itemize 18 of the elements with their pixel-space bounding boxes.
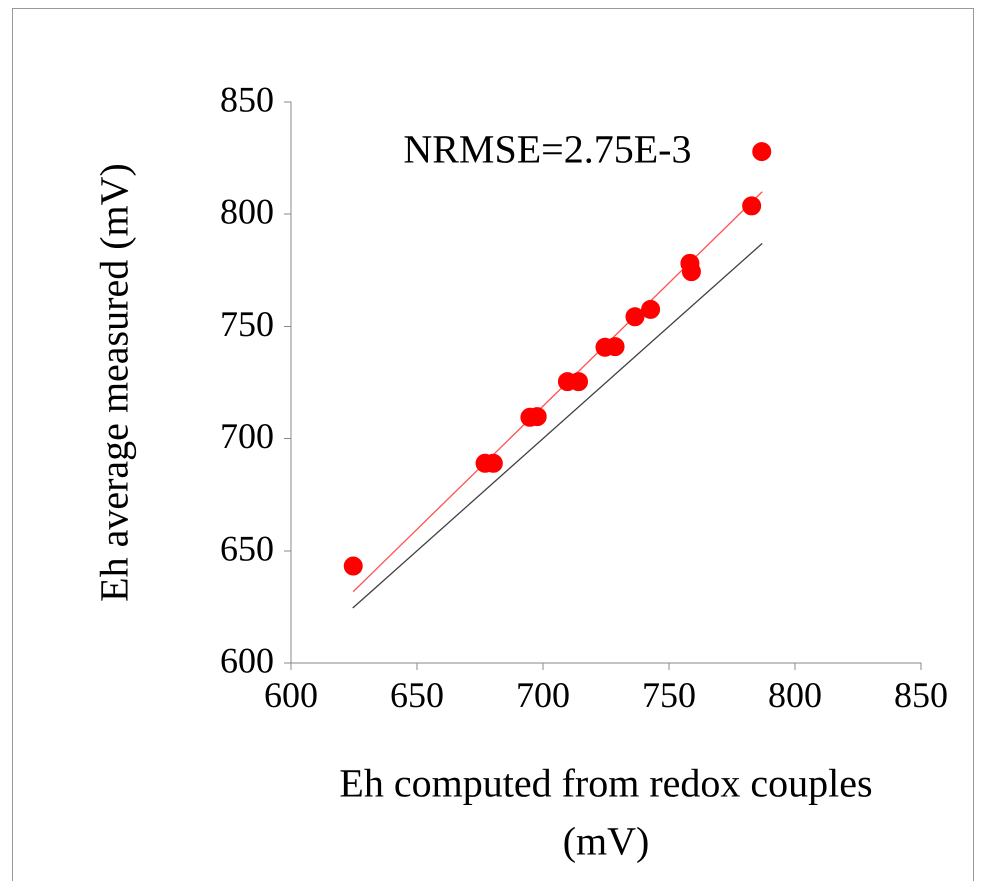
y-tick-label: 800: [220, 192, 274, 232]
x-tick-label: 800: [768, 675, 822, 716]
y-axis-title: Eh average measured (mV): [92, 163, 136, 602]
point: [344, 556, 363, 576]
y-tick-label: 700: [220, 416, 274, 456]
y-tick-label: 650: [220, 528, 274, 568]
x-tick-label: 750: [642, 675, 696, 716]
point: [742, 196, 762, 216]
point: [625, 307, 644, 326]
x-tick-label: 850: [894, 675, 948, 716]
point: [641, 300, 660, 319]
y-tick-label: 750: [220, 304, 274, 344]
y-tick-label: 850: [220, 79, 274, 120]
x-tick-label: 650: [390, 675, 444, 716]
annotation: NRMSE=2.75E-3: [403, 126, 692, 172]
point: [752, 142, 772, 162]
x-axis-title: Eh computed from redox couples (mV): [339, 760, 873, 864]
x-tick-label: 700: [516, 675, 570, 716]
